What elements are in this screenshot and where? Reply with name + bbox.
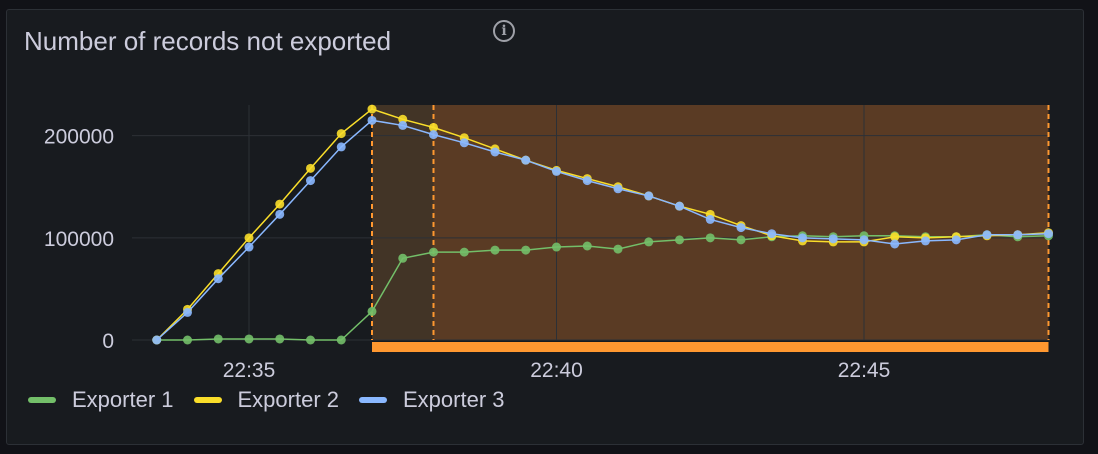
series-line-1 xyxy=(156,234,1049,341)
data-point xyxy=(705,233,715,243)
data-point xyxy=(459,138,469,148)
data-point xyxy=(1013,230,1023,240)
data-point xyxy=(183,335,192,345)
data-point xyxy=(736,223,746,233)
data-point xyxy=(890,239,900,249)
data-point xyxy=(367,104,377,114)
data-point xyxy=(982,230,992,240)
chart-legend: Exporter 1 Exporter 2 Exporter 3 xyxy=(28,387,505,413)
series-line-2 xyxy=(156,108,1049,341)
legend-item-exporter-3[interactable]: Exporter 3 xyxy=(359,387,505,413)
data-point xyxy=(306,163,315,173)
legend-swatch xyxy=(28,397,56,403)
data-point xyxy=(306,176,315,186)
data-point xyxy=(306,335,315,345)
annotation-region-start xyxy=(372,105,434,340)
data-point xyxy=(213,274,223,284)
data-point xyxy=(582,241,592,251)
data-point xyxy=(798,233,807,243)
data-point xyxy=(521,155,531,165)
data-point xyxy=(951,235,961,245)
data-point xyxy=(490,245,500,255)
series-line-3 xyxy=(156,119,1049,341)
data-point xyxy=(828,234,838,244)
data-point xyxy=(336,335,346,345)
data-point xyxy=(244,233,254,243)
legend-swatch xyxy=(359,397,387,403)
legend-label: Exporter 1 xyxy=(72,387,174,412)
data-point xyxy=(859,235,869,245)
data-point xyxy=(367,115,377,125)
data-point xyxy=(890,232,900,242)
data-point xyxy=(675,201,684,211)
legend-item-exporter-2[interactable]: Exporter 2 xyxy=(193,387,340,413)
data-point xyxy=(613,244,623,254)
legend-swatch xyxy=(193,397,222,403)
data-point xyxy=(336,129,346,139)
y-tick-label: 100000 xyxy=(44,228,114,251)
data-point xyxy=(675,235,684,245)
panel-title: Number of records not exported xyxy=(24,26,392,56)
data-point xyxy=(367,306,377,316)
legend-label: Exporter 3 xyxy=(403,387,505,412)
data-point xyxy=(336,142,346,152)
data-point xyxy=(1044,229,1053,239)
x-tick-label: 22:45 xyxy=(838,359,891,382)
data-point xyxy=(275,209,285,219)
data-point xyxy=(244,334,254,344)
data-point xyxy=(552,242,561,252)
annotation-bar xyxy=(372,342,1049,352)
data-point xyxy=(705,214,715,224)
data-point xyxy=(398,120,408,130)
data-point xyxy=(275,199,285,209)
data-point xyxy=(644,191,654,201)
data-point xyxy=(152,335,162,345)
legend-item-exporter-1[interactable]: Exporter 1 xyxy=(28,387,174,413)
info-circle-icon[interactable]: i xyxy=(493,20,515,42)
legend-label: Exporter 2 xyxy=(237,387,340,412)
data-point xyxy=(490,147,500,157)
data-point xyxy=(921,236,930,246)
data-point xyxy=(521,245,531,255)
data-point xyxy=(582,176,592,186)
data-point xyxy=(213,334,223,344)
y-tick-label: 200000 xyxy=(44,126,114,149)
data-point xyxy=(429,130,438,140)
data-point xyxy=(767,229,777,239)
x-tick-label: 22:40 xyxy=(530,359,583,382)
data-point xyxy=(613,184,623,194)
data-point xyxy=(244,242,254,252)
x-tick-label: 22:35 xyxy=(223,359,276,382)
data-point xyxy=(275,334,285,344)
data-point xyxy=(552,166,561,176)
data-point xyxy=(183,307,192,317)
y-tick-label: 0 xyxy=(102,330,114,353)
data-point xyxy=(644,237,654,247)
data-point xyxy=(736,235,746,245)
data-point xyxy=(429,247,438,257)
data-point xyxy=(398,253,408,263)
data-point xyxy=(459,247,469,257)
data-point xyxy=(429,122,438,132)
